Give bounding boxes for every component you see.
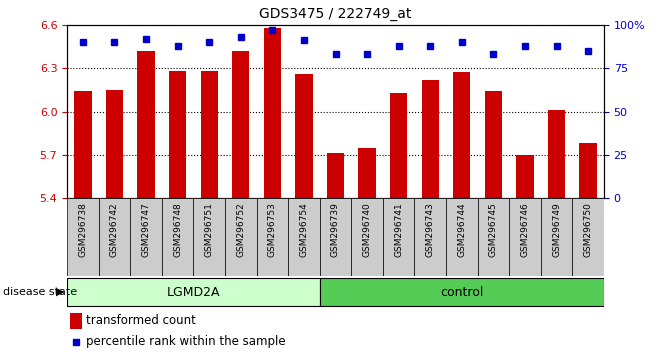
Bar [509, 198, 541, 276]
Bar [484, 91, 502, 198]
Bar [453, 73, 470, 198]
Bar [106, 90, 123, 198]
Bar [541, 198, 572, 276]
Bar [572, 198, 604, 276]
Text: GSM296738: GSM296738 [79, 202, 87, 257]
Text: GSM296744: GSM296744 [458, 202, 466, 257]
Bar [319, 198, 352, 276]
Bar [446, 198, 478, 276]
Text: GSM296747: GSM296747 [142, 202, 150, 257]
Text: GSM296742: GSM296742 [110, 202, 119, 257]
Bar [295, 74, 313, 198]
Text: transformed count: transformed count [87, 314, 197, 327]
Bar [516, 155, 533, 198]
Text: GSM296749: GSM296749 [552, 202, 561, 257]
Text: GSM296743: GSM296743 [425, 202, 435, 257]
Bar [288, 198, 319, 276]
Bar [383, 198, 415, 276]
Bar [580, 143, 597, 198]
Bar [358, 148, 376, 198]
Text: ▶: ▶ [56, 287, 64, 297]
Text: GSM296754: GSM296754 [299, 202, 309, 257]
Bar [138, 51, 155, 198]
Text: LGMD2A: LGMD2A [166, 286, 220, 298]
Text: GSM296741: GSM296741 [394, 202, 403, 257]
Bar [74, 91, 91, 198]
Bar [352, 198, 383, 276]
Bar [390, 93, 407, 198]
Text: GSM296739: GSM296739 [331, 202, 340, 257]
Bar [225, 198, 256, 276]
Text: GSM296751: GSM296751 [205, 202, 213, 257]
Bar [478, 198, 509, 276]
Bar [162, 198, 193, 276]
Text: GSM296748: GSM296748 [173, 202, 182, 257]
Text: GSM296750: GSM296750 [584, 202, 592, 257]
Bar [193, 198, 225, 276]
Text: GSM296745: GSM296745 [489, 202, 498, 257]
Bar [256, 198, 288, 276]
Bar [421, 80, 439, 198]
Bar [319, 278, 604, 306]
Bar [232, 51, 250, 198]
Bar [548, 110, 565, 198]
Text: percentile rank within the sample: percentile rank within the sample [87, 335, 286, 348]
Text: control: control [440, 286, 484, 298]
Text: GSM296753: GSM296753 [268, 202, 277, 257]
Bar [130, 198, 162, 276]
Bar [99, 198, 130, 276]
Bar [169, 71, 187, 198]
Bar [264, 28, 281, 198]
Bar [70, 313, 82, 329]
Text: GSM296752: GSM296752 [236, 202, 246, 257]
Bar [67, 278, 319, 306]
Text: disease state: disease state [3, 287, 77, 297]
Bar [67, 198, 99, 276]
Bar [415, 198, 446, 276]
Text: GDS3475 / 222749_at: GDS3475 / 222749_at [259, 7, 412, 21]
Bar [201, 71, 218, 198]
Text: GSM296746: GSM296746 [521, 202, 529, 257]
Text: GSM296740: GSM296740 [362, 202, 372, 257]
Bar [327, 153, 344, 198]
